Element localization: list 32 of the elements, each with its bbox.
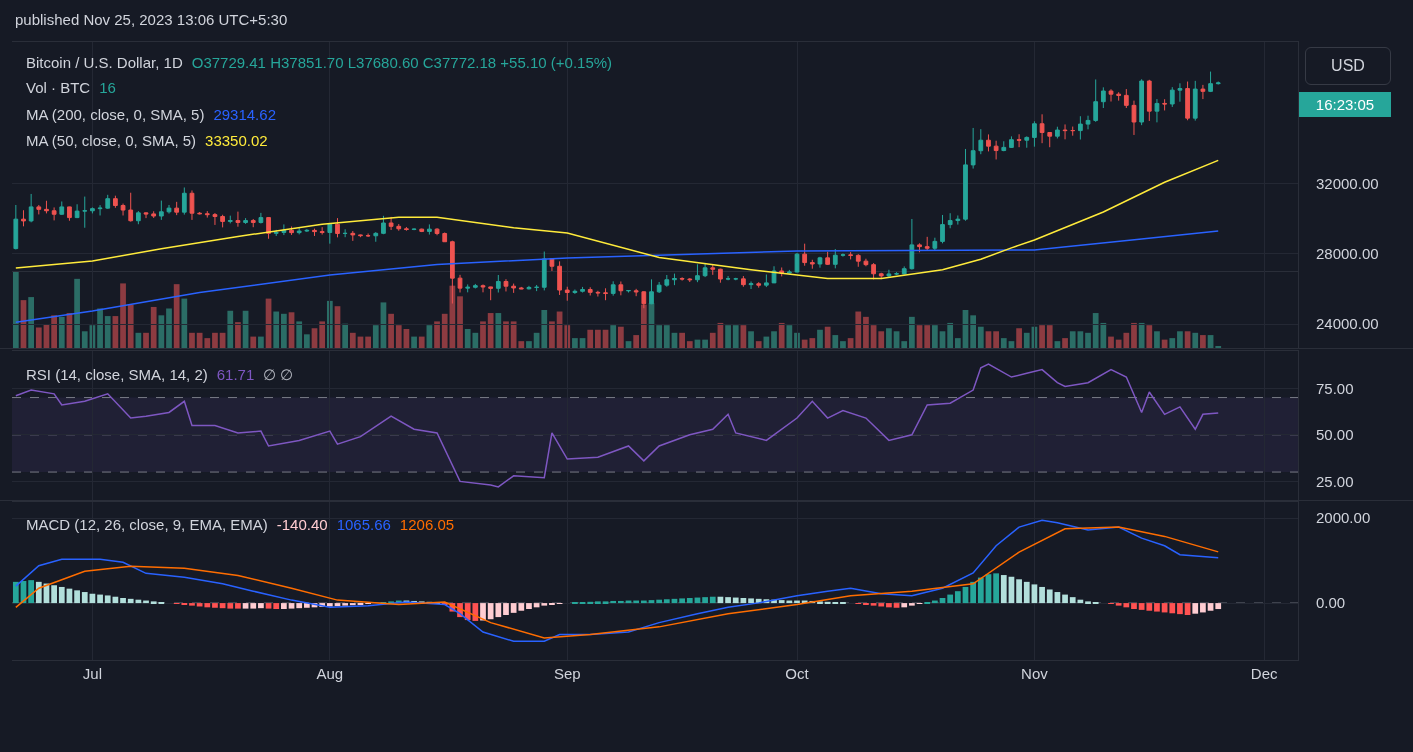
text: RSI (14, close, SMA, 14, 2) xyxy=(26,366,208,383)
annotation: O37729.41 H37851.70 L37680.60 C37772.18 +55.10 (+0.15%) xyxy=(191,54,613,71)
x-tick-label: Jul xyxy=(82,665,102,682)
text: -140.40 xyxy=(276,516,328,533)
x-tick-label: Nov xyxy=(1021,665,1049,682)
y-tick-label: 0.00 xyxy=(1316,594,1346,612)
x-tick-label: Oct xyxy=(785,665,810,682)
chart-title: Vol · BTC xyxy=(26,79,91,96)
y-tick-label: 25.00 xyxy=(1316,472,1354,490)
text: MACD (12, 26, close, 9, EMA, EMA) xyxy=(26,516,268,533)
y-tick-label: 32000.00 xyxy=(1316,175,1379,193)
y-tick-label: 2000.00 xyxy=(1316,509,1371,527)
x-tick-label: Aug xyxy=(316,665,344,682)
annotation: ∅ ∅ xyxy=(263,366,294,383)
y-tick-label: 75.00 xyxy=(1316,379,1354,397)
y-tick-label: 28000.00 xyxy=(1316,245,1379,263)
text: 61.71 xyxy=(216,366,255,383)
x-tick-label: Sep xyxy=(553,665,581,682)
text: 16 xyxy=(99,79,116,96)
annotation: MA (50, close, 0, SMA, 5) xyxy=(26,132,197,149)
text: 16:23:05 xyxy=(1299,92,1391,117)
text: 29314.62 xyxy=(213,106,276,123)
y-tick-label: 50.00 xyxy=(1316,426,1354,444)
y-tick-label: 24000.00 xyxy=(1316,315,1379,333)
text: published Nov 25, 2023 13:06 UTC+5:30 xyxy=(15,10,288,30)
text: 33350.02 xyxy=(205,132,268,149)
text: USD xyxy=(1305,47,1391,85)
text: Bitcoin / U.S. Dollar, 1D xyxy=(26,54,183,71)
annotation: MA (200, close, 0, SMA, 5) xyxy=(26,106,205,123)
x-tick-label: Dec xyxy=(1250,665,1278,682)
text: 1065.66 xyxy=(336,516,391,533)
text: 1206.05 xyxy=(399,516,455,533)
